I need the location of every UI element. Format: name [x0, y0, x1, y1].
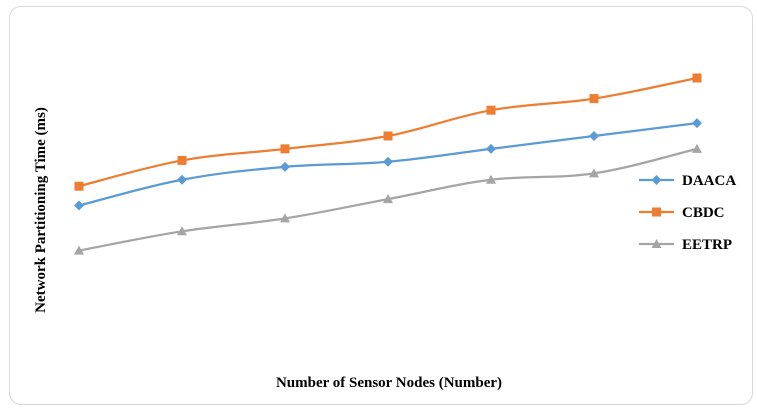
data-point-daaca-7 — [692, 118, 702, 129]
data-point-eetrp-2 — [177, 226, 187, 236]
data-point-eetrp-6 — [589, 168, 599, 178]
legend-marker-cbdc — [652, 207, 661, 217]
legend-label-daaca: DAACA — [682, 173, 736, 189]
data-point-cbdc-3 — [280, 144, 290, 154]
data-point-eetrp-4 — [383, 194, 393, 204]
data-point-eetrp-5 — [486, 174, 496, 184]
data-point-daaca-3 — [280, 161, 290, 172]
data-point-cbdc-5 — [486, 105, 496, 115]
data-point-daaca-1 — [74, 200, 84, 211]
data-point-cbdc-7 — [692, 73, 702, 83]
chart-area — [9, 6, 753, 405]
data-point-daaca-5 — [486, 143, 496, 154]
data-point-cbdc-4 — [383, 131, 393, 141]
legend-marker-eetrp — [651, 239, 662, 248]
data-point-daaca-2 — [177, 174, 187, 185]
legend-label-eetrp: EETRP — [682, 237, 732, 253]
data-point-cbdc-1 — [74, 181, 84, 191]
data-point-daaca-6 — [589, 130, 599, 141]
series-markers — [74, 73, 702, 255]
data-point-eetrp-7 — [692, 143, 702, 153]
data-point-cbdc-6 — [589, 94, 599, 104]
data-point-eetrp-1 — [74, 245, 84, 255]
legend: DAACA CBDC EETRP — [639, 173, 736, 253]
y-axis-label: Network Partitioning Time (ms) — [33, 107, 49, 313]
legend-marker-daaca — [651, 175, 662, 185]
data-point-cbdc-2 — [177, 155, 187, 165]
x-axis-label: Number of Sensor Nodes (Number) — [276, 375, 502, 391]
data-point-eetrp-3 — [280, 213, 290, 223]
data-point-daaca-4 — [383, 156, 393, 167]
legend-label-cbdc: CBDC — [682, 205, 725, 221]
